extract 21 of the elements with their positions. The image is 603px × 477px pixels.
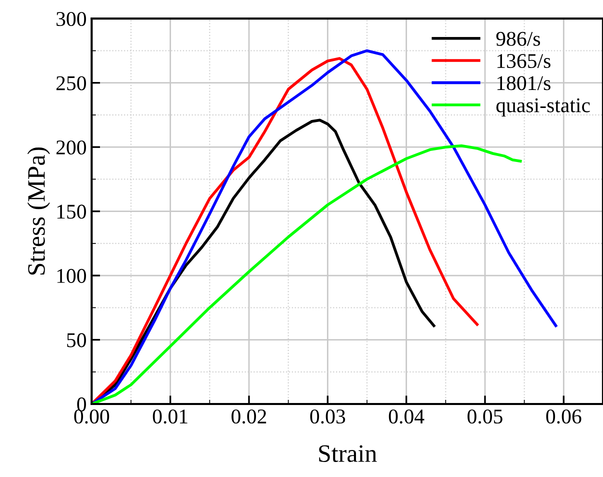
y-axis-title: Stress (MPa) <box>27 147 50 275</box>
legend-label: 1365/s <box>497 54 550 68</box>
y-tick-label: 250 <box>56 76 86 90</box>
x-tick-label: 0.04 <box>388 409 424 424</box>
x-tick-label: 0.03 <box>310 409 346 424</box>
y-tick-label: 50 <box>67 333 86 348</box>
y-tick-label: 0 <box>77 397 86 412</box>
legend-label: 1801/s <box>497 76 550 90</box>
line-series <box>92 144 522 404</box>
x-tick-label: 0.00 <box>74 409 110 424</box>
y-tick-label: 300 <box>56 12 86 26</box>
x-tick-label: 0.06 <box>546 409 582 424</box>
x-tick-label: 0.02 <box>232 409 266 424</box>
x-tick-label: 0.01 <box>152 409 188 424</box>
legend-label: 986/s <box>496 32 540 46</box>
x-tick-label: 0.05 <box>468 409 502 424</box>
legend-label: quasi-static <box>496 98 590 117</box>
x-axis-title: Strain <box>319 445 377 462</box>
y-tick-label: 100 <box>57 268 86 283</box>
y-tick-label: 200 <box>56 140 86 155</box>
y-tick-label: 150 <box>57 204 86 219</box>
